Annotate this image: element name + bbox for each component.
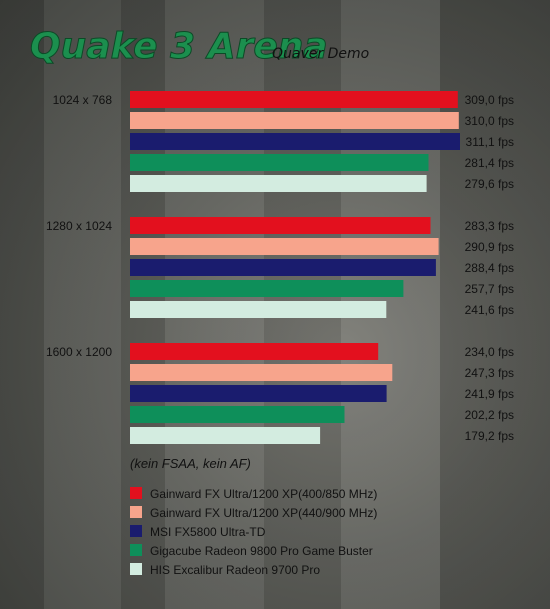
category-label: 1280 x 1024 — [46, 219, 112, 233]
bar — [130, 427, 321, 444]
legend-swatch — [130, 563, 142, 575]
bar-value-label: 241,9 fps — [465, 387, 514, 401]
legend-label: Gainward FX Ultra/1200 XP(440/900 MHz) — [150, 506, 377, 520]
bar — [130, 112, 459, 129]
bar-value-label: 234,0 fps — [465, 345, 514, 359]
legend-swatch — [130, 506, 142, 518]
bar-value-label: 290,9 fps — [465, 240, 514, 254]
bar-value-label: 309,0 fps — [465, 93, 514, 107]
legend-label: MSI FX5800 Ultra-TD — [150, 525, 266, 539]
bar-value-label: 257,7 fps — [465, 282, 514, 296]
bar-value-label: 310,0 fps — [465, 114, 514, 128]
bar — [130, 133, 460, 150]
bar-value-label: 279,6 fps — [465, 177, 514, 191]
category-label: 1024 x 768 — [53, 93, 113, 107]
legend-label: Gainward FX Ultra/1200 XP(400/850 MHz) — [150, 487, 377, 501]
bars-layer: 1024 x 768 309,0 fps 310,0 fps 311,1 fps 281… — [46, 91, 514, 444]
bar-value-label: 311,1 fps — [466, 135, 514, 149]
bar — [130, 343, 379, 360]
legend-swatch — [130, 487, 142, 499]
bar-value-label: 283,3 fps — [465, 219, 514, 233]
legend-swatch — [130, 525, 142, 537]
bar — [130, 91, 458, 108]
legend-swatch — [130, 544, 142, 556]
bar — [130, 154, 429, 171]
chart-title: Quake 3 Arena — [30, 26, 328, 67]
bar — [130, 175, 427, 192]
bar-value-label: 281,4 fps — [465, 156, 514, 170]
legend: Gainward FX Ultra/1200 XP(400/850 MHz) Ga… — [130, 487, 377, 577]
bar — [130, 280, 404, 297]
bar-value-label: 241,6 fps — [465, 303, 514, 317]
bar — [130, 385, 387, 402]
chart-subtitle: Quaver Demo — [272, 46, 369, 62]
bar-value-label: 202,2 fps — [465, 408, 514, 422]
bar — [130, 238, 439, 255]
bar-value-label: 179,2 fps — [465, 429, 514, 443]
bar — [130, 301, 387, 318]
bar-value-label: 288,4 fps — [465, 261, 514, 275]
bar — [130, 217, 431, 234]
bar — [130, 259, 436, 276]
bar — [130, 364, 393, 381]
legend-label: Gigacube Radeon 9800 Pro Game Buster — [150, 544, 373, 558]
category-label: 1600 x 1200 — [46, 345, 112, 359]
chart-note: (kein FSAA, kein AF) — [130, 456, 251, 471]
bar-value-label: 247,3 fps — [465, 366, 514, 380]
legend-label: HIS Excalibur Radeon 9700 Pro — [150, 563, 320, 577]
bar — [130, 406, 345, 423]
